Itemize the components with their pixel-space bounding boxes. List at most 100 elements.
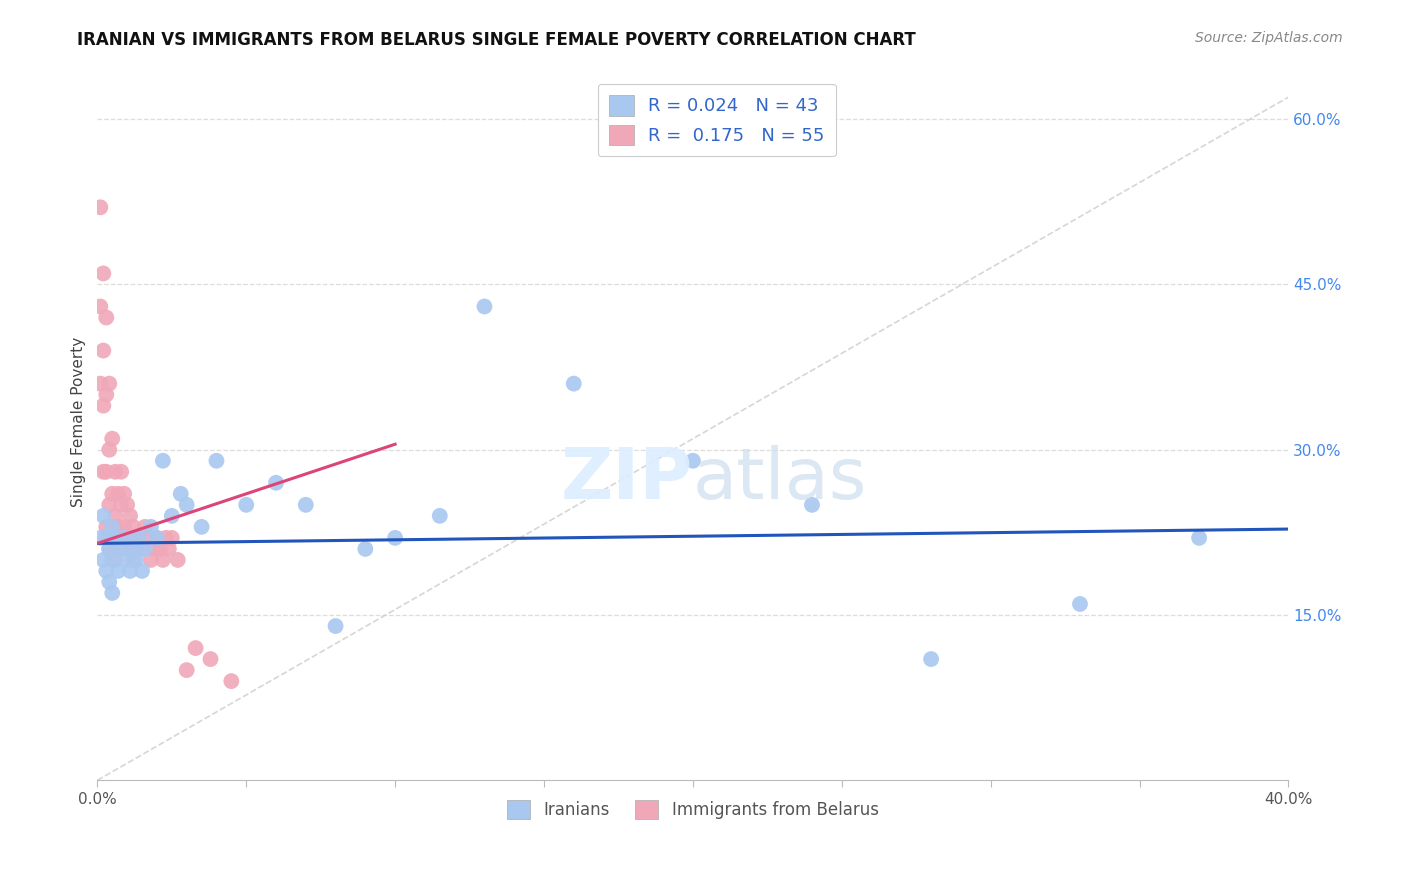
Point (110, 531, 132, 545)
Point (205, 454, 228, 468)
Point (89, 200, 111, 214)
Point (128, 531, 150, 545)
Point (142, 541, 165, 556)
Point (122, 520, 145, 534)
Point (104, 531, 127, 545)
Point (91, 267, 114, 281)
Point (1188, 531, 1211, 545)
Point (354, 541, 377, 556)
Point (91, 465, 114, 479)
Point (110, 465, 132, 479)
Point (149, 541, 172, 556)
Point (91, 343, 114, 358)
Point (155, 531, 177, 545)
Point (96, 465, 118, 479)
Point (101, 531, 124, 545)
Point (98, 498, 121, 512)
Point (128, 531, 150, 545)
Point (139, 520, 162, 534)
Point (110, 541, 132, 556)
Point (91, 399, 114, 413)
Point (120, 541, 142, 556)
Point (1069, 597, 1091, 611)
Point (562, 376, 585, 391)
Point (96, 520, 118, 534)
Point (166, 553, 188, 567)
Point (112, 487, 135, 501)
Point (112, 520, 135, 534)
Point (89, 376, 111, 391)
Point (160, 531, 183, 545)
Point (98, 442, 121, 457)
Legend: Iranians, Immigrants from Belarus: Iranians, Immigrants from Belarus (501, 793, 886, 826)
Text: atlas: atlas (693, 445, 868, 514)
Point (104, 553, 127, 567)
Point (125, 541, 148, 556)
Point (120, 564, 142, 578)
Point (120, 508, 142, 523)
Point (801, 498, 824, 512)
Point (125, 553, 148, 567)
Point (176, 663, 198, 677)
Point (98, 574, 121, 589)
Point (98, 541, 121, 556)
Text: IRANIAN VS IMMIGRANTS FROM BELARUS SINGLE FEMALE POVERTY CORRELATION CHART: IRANIAN VS IMMIGRANTS FROM BELARUS SINGL… (77, 31, 917, 49)
Point (104, 508, 127, 523)
Point (101, 520, 124, 534)
Point (101, 487, 124, 501)
Point (91, 508, 114, 523)
Point (107, 564, 129, 578)
Point (429, 508, 451, 523)
Point (200, 652, 222, 666)
Point (96, 564, 118, 578)
Point (96, 531, 118, 545)
Point (920, 652, 942, 666)
Point (112, 531, 135, 545)
Point (157, 541, 180, 556)
Point (96, 387, 118, 401)
Point (184, 641, 207, 656)
Point (474, 300, 496, 314)
Point (134, 541, 156, 556)
Point (110, 498, 132, 512)
Point (107, 520, 129, 534)
Point (190, 520, 212, 534)
Point (89, 531, 111, 545)
Point (89, 300, 111, 314)
Point (235, 498, 257, 512)
Point (152, 553, 174, 567)
Point (125, 531, 148, 545)
Point (122, 541, 145, 556)
Point (264, 475, 287, 490)
Point (146, 531, 169, 545)
Point (152, 454, 174, 468)
Point (107, 487, 129, 501)
Point (134, 520, 156, 534)
Point (294, 498, 316, 512)
Point (221, 674, 243, 689)
Point (115, 553, 138, 567)
Point (131, 564, 153, 578)
Point (176, 498, 198, 512)
Point (107, 541, 129, 556)
Point (160, 508, 183, 523)
Point (98, 541, 121, 556)
Point (170, 487, 193, 501)
Point (122, 553, 145, 567)
Point (96, 310, 118, 325)
Point (115, 498, 138, 512)
Point (384, 531, 406, 545)
Point (146, 531, 169, 545)
Point (136, 531, 159, 545)
Point (139, 553, 162, 567)
Y-axis label: Single Female Poverty: Single Female Poverty (72, 337, 86, 508)
Text: ZIP: ZIP (561, 445, 693, 514)
Point (101, 553, 124, 567)
Point (131, 541, 153, 556)
Point (104, 531, 127, 545)
Point (115, 531, 138, 545)
Point (325, 619, 347, 633)
Point (682, 454, 704, 468)
Point (101, 432, 124, 446)
Text: Source: ZipAtlas.com: Source: ZipAtlas.com (1195, 31, 1343, 45)
